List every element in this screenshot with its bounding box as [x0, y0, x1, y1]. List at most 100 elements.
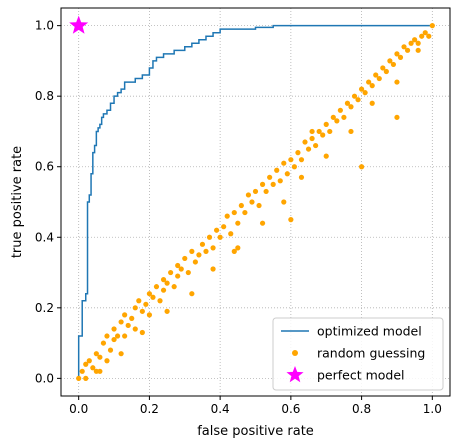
random-guessing-point	[298, 174, 305, 180]
random-guessing-point	[160, 287, 167, 293]
legend-label: perfect model	[317, 368, 405, 383]
random-guessing-point	[157, 298, 163, 304]
random-guessing-point	[235, 220, 241, 226]
random-guessing-point	[122, 312, 128, 318]
random-guessing-point	[277, 178, 283, 184]
random-guessing-point	[323, 121, 329, 127]
random-guessing-point	[104, 333, 110, 339]
x-axis-label: false positive rate	[197, 424, 314, 439]
random-guessing-point	[231, 248, 237, 254]
random-guessing-point	[231, 209, 237, 216]
random-guessing-point	[415, 40, 421, 46]
random-guessing-point	[104, 358, 110, 364]
y-tick-label: 0.8	[35, 89, 54, 103]
perfect-model-star	[69, 15, 89, 34]
random-guessing-point	[203, 248, 209, 254]
random-guessing-point	[160, 277, 167, 283]
random-guessing-point	[199, 241, 206, 247]
random-guessing-point	[217, 234, 223, 240]
legend-item: optimized model	[281, 324, 422, 339]
random-guessing-point	[111, 336, 117, 343]
random-guessing-point	[107, 347, 114, 353]
random-guessing-point	[143, 301, 149, 307]
y-tick-label: 0.6	[35, 160, 54, 174]
random-guessing-point	[83, 375, 89, 381]
random-guessing-point	[291, 164, 297, 170]
random-guessing-point	[238, 202, 244, 209]
random-guessing-point	[171, 284, 177, 290]
x-tick-label: 0.8	[352, 402, 371, 416]
random-guessing-point	[369, 100, 375, 106]
random-guessing-point	[206, 234, 213, 240]
random-guessing-point	[380, 65, 386, 71]
random-guessing-point	[348, 128, 354, 135]
x-tick-label: 0.0	[69, 402, 88, 416]
random-guessing-point	[259, 181, 266, 187]
random-guessing-point	[274, 167, 280, 173]
random-guessing-point	[189, 291, 195, 297]
random-guessing-point	[284, 171, 290, 177]
random-guessing-point	[426, 33, 432, 39]
y-tick-label: 0.0	[35, 371, 54, 385]
random-guessing-point	[242, 209, 248, 216]
random-guessing-point	[419, 33, 425, 39]
random-guessing-point	[114, 333, 121, 339]
random-guessing-point	[341, 114, 347, 120]
random-guessing-point	[263, 188, 269, 195]
random-guessing-point	[358, 164, 365, 170]
random-guessing-point	[139, 329, 145, 336]
random-guessing-point	[358, 86, 365, 92]
random-guessing-point	[129, 315, 135, 321]
random-guessing-point	[132, 305, 138, 311]
random-guessing-point	[182, 255, 188, 262]
random-guessing-point	[189, 248, 195, 254]
random-guessing-point	[256, 202, 262, 209]
random-guessing-point	[323, 153, 329, 159]
random-guessing-point	[355, 97, 361, 103]
random-guessing-point	[316, 128, 322, 135]
random-guessing-point	[118, 351, 124, 357]
series-layer	[69, 15, 435, 381]
random-guessing-point	[401, 44, 407, 50]
legend-item: random guessing	[292, 346, 425, 361]
random-guessing-point	[288, 217, 294, 223]
random-guessing-point	[404, 47, 411, 53]
random-guessing-point	[185, 269, 191, 276]
random-guessing-point	[302, 139, 308, 145]
random-guessing-point	[153, 284, 160, 290]
random-guessing-point	[281, 160, 287, 166]
random-guessing-point	[412, 37, 418, 43]
random-guessing-point	[408, 40, 414, 46]
random-guessing-point	[252, 188, 259, 195]
random-guessing-point	[210, 245, 216, 251]
optimized-model-line	[77, 24, 433, 379]
random-guessing-point	[366, 79, 372, 85]
random-guessing-point	[390, 61, 397, 68]
legend-item: perfect model	[286, 366, 405, 383]
random-guessing-point	[295, 150, 301, 156]
random-guessing-point	[362, 90, 368, 96]
random-guessing-point	[334, 118, 340, 124]
random-guessing-point	[351, 93, 358, 99]
random-guessing-point	[288, 157, 294, 163]
legend-dot-swatch	[292, 350, 298, 356]
random-guessing-point	[387, 58, 393, 64]
random-guessing-point	[224, 213, 230, 219]
random-guessing-point	[235, 245, 241, 251]
random-guessing-point	[100, 340, 107, 346]
random-guessing-point	[196, 252, 202, 258]
random-guessing-point	[136, 298, 142, 304]
x-tick-label: 0.2	[140, 402, 159, 416]
legend-box	[272, 317, 444, 391]
random-guessing-point	[394, 114, 400, 120]
random-guessing-point	[298, 157, 305, 163]
random-guessing-point	[281, 199, 287, 205]
random-guessing-point	[327, 128, 333, 135]
random-guessing-point	[383, 68, 389, 75]
random-guessing-point	[111, 326, 117, 332]
random-guessing-point	[376, 75, 382, 82]
y-tick-label: 1.0	[35, 19, 54, 33]
random-guessing-point	[83, 361, 89, 367]
random-guessing-point	[192, 259, 198, 265]
